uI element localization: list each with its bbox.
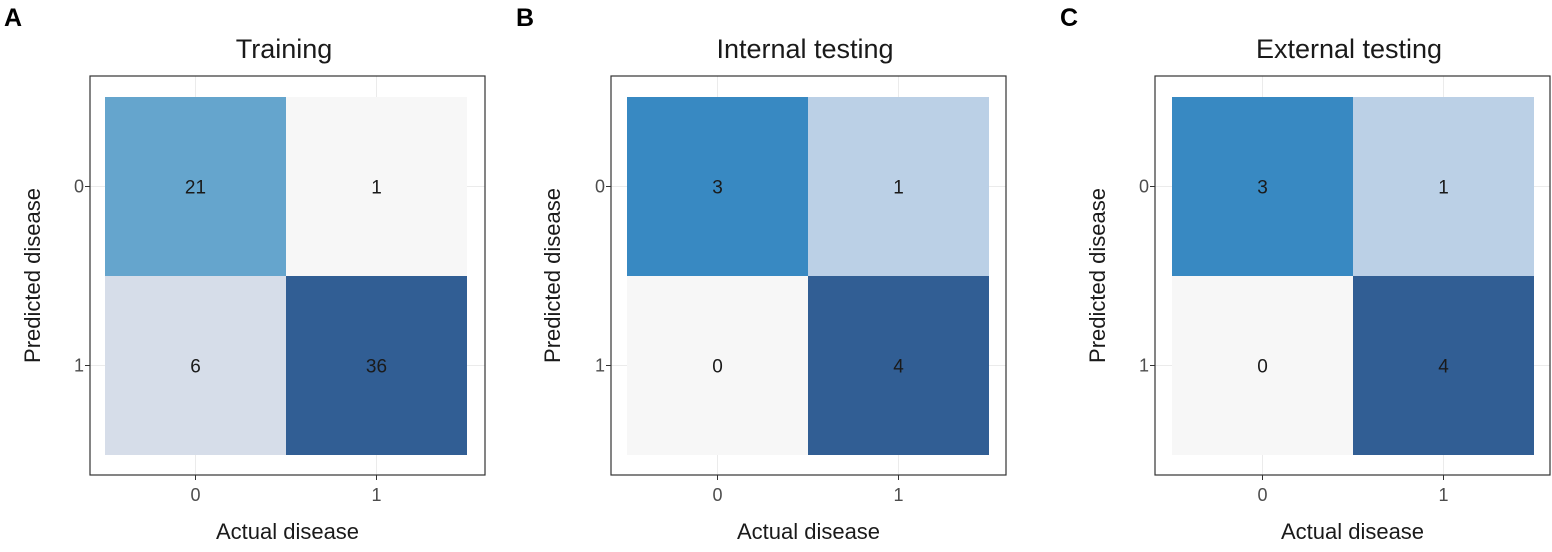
y-tick-label-c-1: 1 (1139, 356, 1149, 376)
cell-value-a-actual1-pred0: 1 (371, 178, 382, 199)
cell-value-b-actual0-pred0: 3 (712, 178, 723, 199)
panel-label-a: A (4, 4, 22, 32)
y-tick-label-b-0: 0 (595, 177, 605, 197)
cell-b-actual1-pred0 (808, 97, 989, 276)
cell-value-c-actual1-pred1: 4 (1438, 357, 1449, 378)
y-tick-label-a-1: 1 (74, 356, 84, 376)
cell-c-actual1-pred0 (1353, 97, 1534, 276)
cell-value-a-actual0-pred0: 21 (185, 178, 206, 199)
cell-c-actual0-pred0 (1172, 97, 1353, 276)
cell-value-a-actual1-pred1: 36 (366, 357, 387, 378)
cell-a-actual0-pred1 (105, 276, 286, 455)
y-tick-label-a-0: 0 (74, 177, 84, 197)
cell-b-actual0-pred0 (627, 97, 808, 276)
panel-frame-a (89, 75, 486, 476)
y-axis-title-a: Predicted disease (20, 188, 45, 363)
x-tick-label-b-1: 1 (893, 485, 903, 505)
x-axis-title-c: Actual disease (1281, 519, 1424, 544)
cell-a-actual0-pred0 (105, 97, 286, 276)
cell-b-actual0-pred1 (627, 276, 808, 455)
panel-frame-b (610, 75, 1007, 476)
cell-value-b-actual1-pred1: 4 (893, 357, 904, 378)
panel-title-c: External testing (1256, 34, 1442, 64)
panel-title-a: Training (236, 34, 333, 64)
x-tick-label-a-1: 1 (371, 485, 381, 505)
y-axis-title-b: Predicted disease (540, 188, 565, 363)
cell-value-b-actual0-pred1: 0 (712, 357, 723, 378)
panel-label-c: C (1060, 4, 1078, 32)
cell-b-actual1-pred1 (808, 276, 989, 455)
cell-value-a-actual0-pred1: 6 (190, 357, 201, 378)
y-axis-title-c: Predicted disease (1085, 188, 1110, 363)
y-tick-label-b-1: 1 (595, 356, 605, 376)
panel-title-b: Internal testing (716, 34, 893, 64)
cell-value-b-actual1-pred0: 1 (893, 178, 904, 199)
panel-label-b: B (516, 4, 534, 32)
x-tick-label-b-0: 0 (712, 485, 722, 505)
x-tick-label-c-1: 1 (1438, 485, 1448, 505)
x-axis-title-a: Actual disease (216, 519, 359, 544)
cell-c-actual0-pred1 (1172, 276, 1353, 455)
cell-a-actual1-pred1 (286, 276, 467, 455)
cell-a-actual1-pred0 (286, 97, 467, 276)
cell-value-c-actual0-pred1: 0 (1257, 357, 1268, 378)
panel-frame-c (1154, 75, 1551, 476)
x-tick-label-a-0: 0 (190, 485, 200, 505)
cell-value-c-actual1-pred0: 1 (1438, 178, 1449, 199)
x-axis-title-b: Actual disease (737, 519, 880, 544)
cell-c-actual1-pred1 (1353, 276, 1534, 455)
x-tick-label-c-0: 0 (1257, 485, 1267, 505)
cell-value-c-actual0-pred0: 3 (1257, 178, 1268, 199)
y-tick-label-c-0: 0 (1139, 177, 1149, 197)
